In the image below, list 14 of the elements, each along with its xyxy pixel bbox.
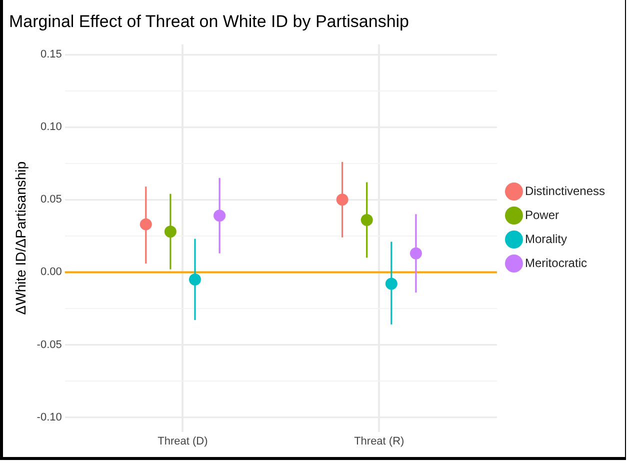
legend-label: Distinctiveness: [524, 184, 606, 198]
y-tick-label: 0.00: [40, 266, 62, 278]
legend-label: Morality: [524, 232, 567, 246]
y-axis-title: ΔWhite ID/ΔPartisanship: [12, 161, 28, 315]
x-tick-label: Threat (R): [354, 435, 404, 448]
y-tick-label: 0.10: [40, 121, 62, 134]
y-tick-label: -0.05: [36, 338, 62, 351]
x-tick-label: Threat (D): [158, 435, 208, 448]
y-tick-label: 0.05: [40, 194, 62, 206]
chart-title: Marginal Effect of Threat on White ID by Partisanship: [9, 12, 410, 31]
y-tick-label: -0.10: [36, 411, 62, 424]
legend-label: Power: [524, 208, 559, 222]
y-tick-label: 0.15: [40, 48, 62, 61]
legend-label: Meritocratic: [524, 256, 587, 270]
